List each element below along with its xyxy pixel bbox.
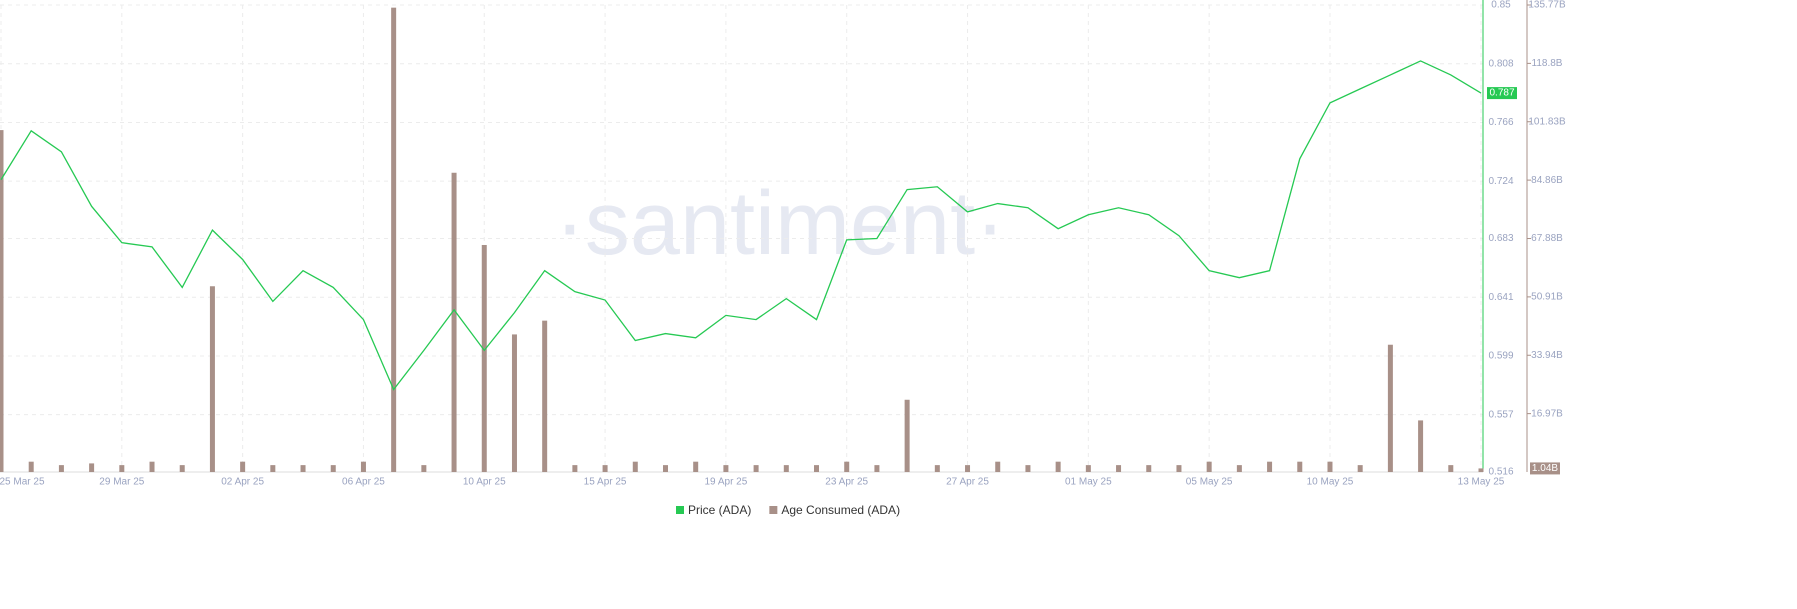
bar: [421, 465, 427, 472]
bar: [814, 465, 820, 472]
x-tick-label: 15 Apr 25: [584, 477, 627, 488]
bar: [662, 465, 668, 472]
bar: [1448, 465, 1454, 472]
bar: [179, 465, 185, 472]
bar: [481, 244, 487, 472]
bar: [89, 463, 95, 472]
bar: [209, 286, 215, 472]
bar: [360, 461, 366, 472]
x-tick-label: 05 May 25: [1186, 477, 1233, 488]
legend-label: Price (ADA): [688, 503, 751, 517]
bar: [1025, 465, 1031, 472]
price-badge: 0.787: [1489, 88, 1514, 99]
bar: [28, 461, 34, 472]
bar: [632, 461, 638, 472]
bar: [572, 465, 578, 472]
age-badge-bg: [1530, 462, 1560, 475]
bar: [1297, 461, 1303, 472]
y-tick-label: 0.808: [1488, 58, 1513, 69]
bar: [995, 461, 1001, 472]
x-tick-label: 01 May 25: [1065, 477, 1112, 488]
x-tick-label: 10 Apr 25: [463, 477, 506, 488]
bar: [1327, 461, 1333, 472]
bar: [1206, 461, 1212, 472]
y2-tick-label: 84.86B: [1531, 175, 1563, 186]
bar: [844, 461, 850, 472]
x-tick-label: 23 Apr 25: [825, 477, 868, 488]
bar: [723, 465, 729, 472]
bar: [0, 130, 4, 472]
y-tick-label: 0.85: [1491, 0, 1511, 11]
watermark: ·santiment·: [555, 174, 1005, 274]
bar: [1176, 465, 1182, 472]
legend-swatch: [676, 506, 684, 514]
bar: [1357, 465, 1363, 472]
bar: [119, 465, 125, 472]
y2-tick-label: 50.91B: [1531, 292, 1563, 303]
x-tick-label: 29 Mar 25: [99, 477, 144, 488]
y2-tick-label: 135.77B: [1528, 0, 1566, 11]
bar: [149, 461, 155, 472]
bar: [753, 465, 759, 472]
x-tick-label: 25 Mar 25: [0, 477, 45, 488]
bar: [58, 465, 64, 472]
legend-swatch: [769, 506, 778, 514]
y2-tick-label: 118.8B: [1532, 58, 1563, 69]
bar: [270, 465, 276, 472]
x-tick-label: 27 Apr 25: [946, 477, 989, 488]
y2-tick-label: 67.88B: [1531, 233, 1563, 244]
bar: [1055, 461, 1061, 472]
bar: [1085, 465, 1091, 472]
bar: [904, 399, 910, 472]
bar: [511, 334, 517, 472]
y2-tick-label: 101.83B: [1528, 116, 1566, 127]
bar: [874, 465, 880, 472]
x-tick-label: 10 May 25: [1307, 477, 1354, 488]
x-tick-label: 02 Apr 25: [221, 477, 264, 488]
bar: [965, 465, 971, 472]
x-tick-label: 19 Apr 25: [704, 477, 747, 488]
bar: [1267, 461, 1273, 472]
y-tick-label: 0.557: [1488, 409, 1513, 420]
bar: [451, 172, 457, 472]
bar: [542, 320, 548, 472]
bar: [1236, 465, 1242, 472]
bar: [1116, 465, 1122, 472]
y-tick-label: 0.516: [1488, 467, 1513, 478]
y-tick-label: 0.766: [1488, 117, 1513, 128]
y2-tick-label: 33.94B: [1531, 350, 1563, 361]
price-line: [0, 60, 1482, 391]
y-tick-label: 0.599: [1488, 351, 1513, 362]
bar: [330, 465, 336, 472]
y2-tick-label: 16.97B: [1531, 408, 1563, 419]
bar: [1387, 344, 1393, 472]
bar: [1478, 468, 1484, 472]
bar: [783, 465, 789, 472]
y-tick-label: 0.683: [1488, 233, 1513, 244]
price-badge-bg: [1487, 87, 1517, 100]
bar: [240, 461, 246, 472]
x-tick-label: 06 Apr 25: [342, 477, 385, 488]
bar: [391, 7, 397, 472]
bar: [934, 465, 940, 472]
bar: [1418, 420, 1424, 472]
bar: [602, 465, 608, 472]
bar: [693, 461, 699, 472]
legend-label: Age Consumed (ADA): [781, 503, 900, 517]
y-tick-label: 0.641: [1488, 292, 1513, 303]
bar: [300, 465, 306, 472]
bar: [1146, 465, 1152, 472]
y-tick-label: 0.724: [1488, 176, 1513, 187]
x-tick-label: 13 May 25: [1458, 477, 1505, 488]
age-badge: 1.04B: [1532, 463, 1558, 474]
